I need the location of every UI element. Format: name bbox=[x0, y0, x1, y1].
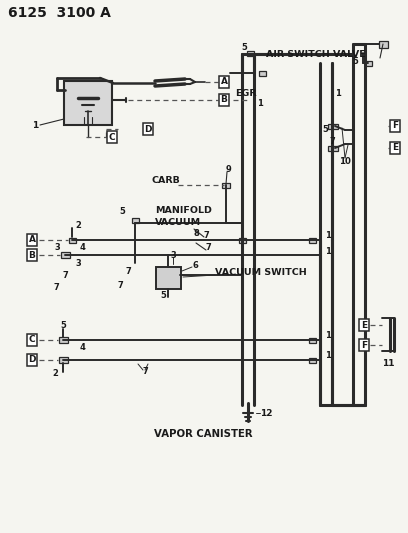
Bar bbox=[308, 337, 315, 343]
Text: B: B bbox=[29, 251, 35, 260]
Bar bbox=[58, 337, 67, 343]
Text: D: D bbox=[28, 356, 36, 365]
Text: 12: 12 bbox=[260, 408, 272, 417]
Text: 9: 9 bbox=[225, 165, 231, 174]
Text: F: F bbox=[392, 122, 398, 131]
Text: VACUUM: VACUUM bbox=[155, 218, 201, 227]
Text: 5: 5 bbox=[322, 125, 328, 133]
Text: 5: 5 bbox=[119, 206, 125, 215]
Text: 5: 5 bbox=[241, 43, 247, 52]
Text: 7: 7 bbox=[205, 243, 211, 252]
Bar bbox=[364, 61, 372, 66]
Bar bbox=[156, 267, 181, 289]
Text: 6: 6 bbox=[192, 261, 198, 270]
Text: C: C bbox=[109, 133, 115, 141]
Text: C: C bbox=[29, 335, 35, 344]
Bar bbox=[60, 252, 69, 258]
Text: 8: 8 bbox=[193, 230, 199, 238]
Bar bbox=[259, 70, 266, 76]
Text: F: F bbox=[361, 341, 367, 350]
Text: 3: 3 bbox=[75, 259, 81, 268]
Bar bbox=[308, 358, 315, 362]
Text: 1: 1 bbox=[325, 332, 331, 341]
Bar bbox=[64, 81, 112, 125]
Text: 7: 7 bbox=[125, 266, 131, 276]
Text: 1: 1 bbox=[32, 120, 38, 130]
Text: E: E bbox=[392, 143, 398, 152]
Text: 2: 2 bbox=[52, 369, 58, 378]
Bar bbox=[69, 238, 75, 243]
Text: AIR SWITCH VALVE: AIR SWITCH VALVE bbox=[266, 50, 366, 59]
Bar bbox=[328, 146, 338, 150]
Text: VACUUM SWITCH: VACUUM SWITCH bbox=[215, 268, 307, 277]
Text: MANIFOLD: MANIFOLD bbox=[155, 206, 212, 215]
Text: 11: 11 bbox=[382, 359, 394, 367]
Text: 7: 7 bbox=[117, 280, 123, 289]
Bar bbox=[239, 238, 246, 243]
Text: 2: 2 bbox=[75, 222, 81, 230]
Bar bbox=[379, 41, 388, 47]
Text: CARB: CARB bbox=[151, 176, 180, 185]
Text: 5: 5 bbox=[60, 321, 66, 330]
Text: 1: 1 bbox=[325, 231, 331, 240]
Text: 5: 5 bbox=[160, 290, 166, 300]
Bar bbox=[131, 217, 138, 222]
Text: 6125  3100 A: 6125 3100 A bbox=[8, 6, 111, 20]
Bar bbox=[222, 182, 230, 188]
Text: A: A bbox=[29, 236, 35, 245]
Text: 7: 7 bbox=[329, 136, 335, 146]
Bar bbox=[246, 51, 253, 55]
Text: 10: 10 bbox=[339, 157, 351, 166]
Text: 1: 1 bbox=[325, 246, 331, 255]
Text: 1: 1 bbox=[325, 351, 331, 360]
Text: B: B bbox=[221, 95, 227, 104]
Text: 7: 7 bbox=[62, 271, 68, 279]
Text: 3: 3 bbox=[54, 244, 60, 253]
Text: 1: 1 bbox=[257, 99, 263, 108]
Text: D: D bbox=[144, 125, 152, 133]
Bar bbox=[308, 238, 315, 243]
Text: 7: 7 bbox=[203, 230, 209, 239]
Text: 4: 4 bbox=[79, 244, 85, 253]
Text: VAPOR CANISTER: VAPOR CANISTER bbox=[154, 429, 252, 439]
Text: 7: 7 bbox=[53, 282, 59, 292]
Text: EGR: EGR bbox=[235, 89, 257, 98]
Text: A: A bbox=[220, 77, 228, 86]
Bar bbox=[328, 124, 338, 128]
Text: 7: 7 bbox=[142, 367, 148, 376]
Bar bbox=[58, 357, 67, 363]
Text: 3: 3 bbox=[170, 251, 176, 260]
Text: 5: 5 bbox=[352, 58, 358, 67]
Text: E: E bbox=[361, 320, 367, 329]
Text: 1: 1 bbox=[335, 88, 341, 98]
Text: 4: 4 bbox=[79, 343, 85, 352]
